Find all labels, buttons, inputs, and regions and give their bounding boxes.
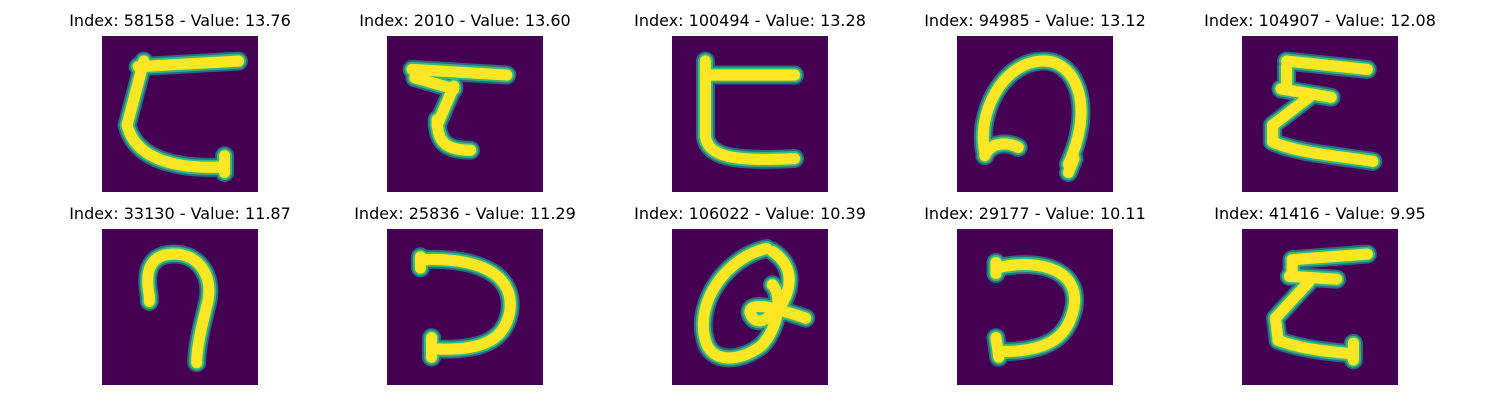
digit-image [1242, 229, 1398, 385]
panel-title: Index: 104907 - Value: 12.08 [1204, 11, 1436, 30]
digit-image [102, 36, 258, 192]
panel-title: Index: 100494 - Value: 13.28 [634, 11, 866, 30]
digit-image [957, 36, 1113, 192]
digit-panel-1: Index: 58158 - Value: 13.76 [35, 8, 325, 198]
digit-panel-2: Index: 2010 - Value: 13.60 [320, 8, 610, 198]
digit-image [672, 229, 828, 385]
panel-title: Index: 94985 - Value: 13.12 [924, 11, 1146, 30]
digit-image [957, 229, 1113, 385]
digit-image [387, 36, 543, 192]
panel-title: Index: 2010 - Value: 13.60 [359, 11, 571, 30]
digit-image [672, 36, 828, 192]
panel-title: Index: 106022 - Value: 10.39 [634, 204, 866, 223]
panel-title: Index: 33130 - Value: 11.87 [69, 204, 291, 223]
digit-panel-10: Index: 41416 - Value: 9.95 [1175, 201, 1465, 391]
digit-image [102, 229, 258, 385]
digit-panel-9: Index: 29177 - Value: 10.11 [890, 201, 1180, 391]
panel-title: Index: 29177 - Value: 10.11 [924, 204, 1146, 223]
digit-panel-6: Index: 33130 - Value: 11.87 [35, 201, 325, 391]
digit-image [387, 229, 543, 385]
digit-panel-3: Index: 100494 - Value: 13.28 [605, 8, 895, 198]
panel-title: Index: 58158 - Value: 13.76 [69, 11, 291, 30]
digit-panel-4: Index: 94985 - Value: 13.12 [890, 8, 1180, 198]
panel-title: Index: 25836 - Value: 11.29 [354, 204, 576, 223]
digit-panel-7: Index: 25836 - Value: 11.29 [320, 201, 610, 391]
digit-panel-5: Index: 104907 - Value: 12.08 [1175, 8, 1465, 198]
digit-image [1242, 36, 1398, 192]
panel-title: Index: 41416 - Value: 9.95 [1214, 204, 1426, 223]
digit-panel-8: Index: 106022 - Value: 10.39 [605, 201, 895, 391]
